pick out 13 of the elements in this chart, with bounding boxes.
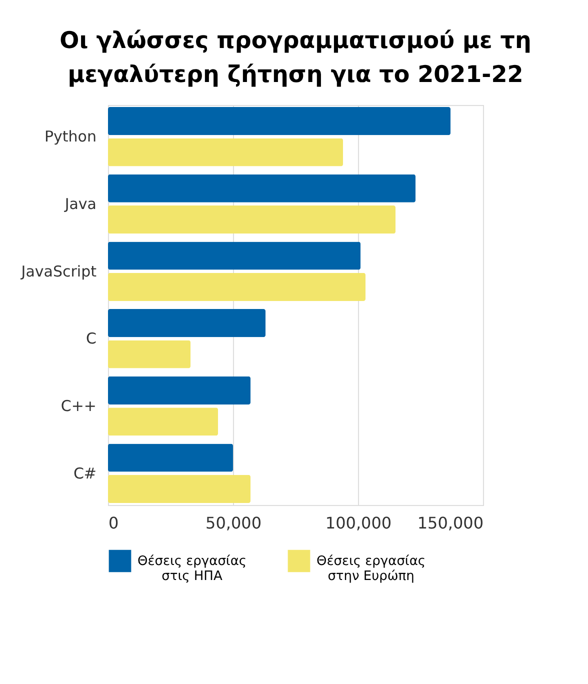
y-tick-label: C — [86, 330, 96, 348]
y-tick-label: C++ — [60, 397, 96, 416]
y-tick-label: C# — [73, 464, 96, 482]
legend-label: Θέσεις εργασίας στις ΗΠΑ — [137, 554, 247, 584]
chart-title: Οι γλώσσες προγραμματισμού με τη μεγαλύτερη ζήτηση για το 2021-22 — [60, 28, 532, 88]
legend-label: Θέσεις εργασίας στην Ευρώπη — [316, 554, 426, 584]
x-tick-label: 150,000 — [417, 514, 484, 532]
x-tick-label: 100,000 — [325, 514, 392, 532]
y-tick-label: JavaScript — [20, 262, 97, 280]
y-tick-label: Python — [44, 128, 96, 146]
x-tick-label: 0 — [108, 514, 119, 532]
x-tick-label: 50,000 — [206, 514, 262, 532]
y-tick-label: Java — [64, 194, 96, 213]
